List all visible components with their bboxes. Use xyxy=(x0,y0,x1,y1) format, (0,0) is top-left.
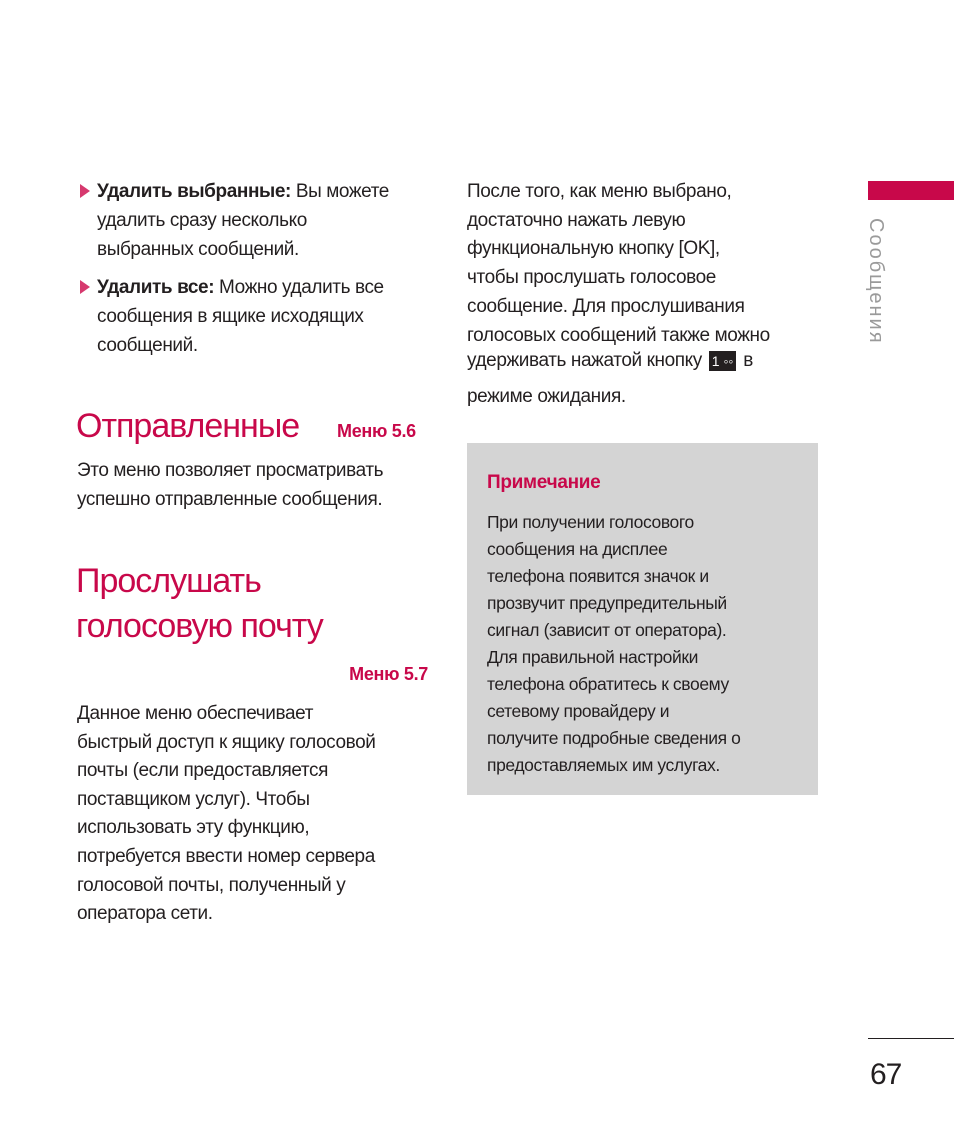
side-tab-marker xyxy=(868,181,954,200)
bullet-text: удалить сразу несколько xyxy=(97,210,307,231)
bullet-arrow-icon xyxy=(80,184,90,198)
paragraph-line: голосовой почты, полученный у xyxy=(77,874,346,896)
paragraph-line: функциональную кнопку [OK], xyxy=(467,238,720,260)
bullet-text: Можно удалить все xyxy=(214,277,384,298)
paragraph-line: голосовых сообщений также можно xyxy=(467,324,770,346)
paragraph-line: получите подробные сведения о xyxy=(487,728,741,748)
section-title-voicemail: голосовую почту xyxy=(76,607,324,645)
paragraph-line: поставщиком услуг). Чтобы xyxy=(77,788,310,810)
paragraph-line: Данное меню обеспечивает xyxy=(77,703,314,724)
paragraph-line: После того, как меню выбрано, xyxy=(467,181,732,202)
paragraph-line: использовать эту функцию, xyxy=(77,817,310,839)
bullet-delete-all: Удалить все: Можно удалить все xyxy=(97,277,384,299)
paragraph-line: прозвучит предупредительный xyxy=(487,593,727,613)
paragraph-line: При получении голосового xyxy=(487,512,694,532)
paragraph-line: достаточно нажать левую xyxy=(467,209,686,231)
bullet-term: Удалить все: xyxy=(97,277,215,298)
paragraph-line: оператора сети. xyxy=(77,903,213,925)
paragraph-line: телефона обратитесь к своему xyxy=(487,674,729,694)
bullet-term: Удалить выбранные: xyxy=(97,181,291,202)
paragraph-line: сообщения на дисплее xyxy=(487,539,668,559)
bullet-text: сообщений. xyxy=(97,335,198,356)
section-title-sent: Отправленные xyxy=(76,407,300,445)
paragraph-line: сетевому провайдеру и xyxy=(487,701,670,721)
section-title-voicemail: Прослушать xyxy=(76,562,262,600)
bullet-delete-selected: Удалить выбранные: Вы можете xyxy=(97,181,389,203)
paragraph-line: Для правильной настройки xyxy=(487,647,699,667)
bullet-text: выбранных сообщений. xyxy=(97,239,299,260)
note-box: Примечание При получении голосового сообщ… xyxy=(467,443,818,795)
paragraph-line: телефона появится значок и xyxy=(487,566,709,586)
paragraph-line: успешно отправленные сообщения. xyxy=(77,489,383,510)
bullet-text: Вы можете xyxy=(290,181,390,202)
paragraph-line: сигнал (зависит от оператора). xyxy=(487,620,727,640)
paragraph-line: почты (если предоставляется xyxy=(77,760,329,782)
paragraph-line: удерживать нажатой кнопку 1 ◦◦ в xyxy=(467,350,753,372)
paragraph-line: потребуется ввести номер сервера xyxy=(77,846,375,867)
paragraph-line: режиме ожидания. xyxy=(467,386,626,407)
paragraph-line: Это меню позволяет просматривать xyxy=(77,460,384,481)
paragraph-line: чтобы прослушать голосовое xyxy=(467,267,716,289)
page-number: 67 xyxy=(870,1058,902,1091)
bullet-arrow-icon xyxy=(80,280,90,294)
paragraph-text: удерживать нажатой кнопку xyxy=(467,350,702,371)
paragraph-line: предоставляемых им услугах. xyxy=(487,755,720,775)
paragraph-line: быстрый доступ к ящику голосовой xyxy=(77,731,376,753)
paragraph-line: сообщение. Для прослушивания xyxy=(467,295,745,317)
note-title: Примечание xyxy=(487,472,601,493)
menu-number: Меню 5.7 xyxy=(349,664,428,684)
paragraph-text: в xyxy=(743,350,753,371)
menu-number: Меню 5.6 xyxy=(337,421,416,441)
footer-divider xyxy=(868,1038,954,1039)
bullet-text: сообщения в ящике исходящих xyxy=(97,306,364,327)
voicemail-key-icon: 1 ◦◦ xyxy=(708,350,737,371)
side-tab-label: Сообщения xyxy=(865,218,887,345)
